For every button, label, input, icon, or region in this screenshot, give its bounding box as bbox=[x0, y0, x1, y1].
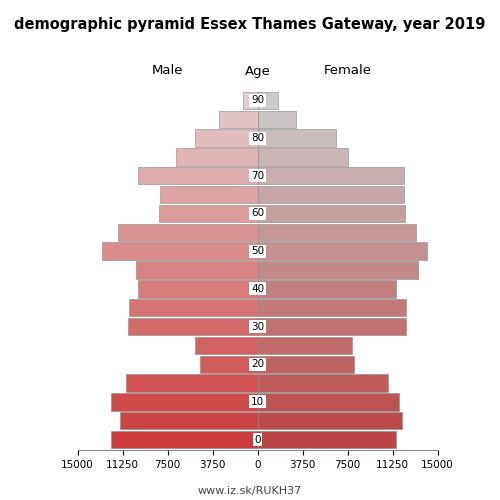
Text: 70: 70 bbox=[251, 171, 264, 181]
Bar bbox=[258, 299, 406, 316]
Text: 60: 60 bbox=[251, 208, 264, 218]
Text: 20: 20 bbox=[251, 359, 264, 369]
Text: 30: 30 bbox=[251, 322, 264, 332]
Bar bbox=[258, 186, 404, 204]
Bar bbox=[258, 110, 296, 128]
Bar bbox=[138, 167, 258, 184]
Bar bbox=[258, 92, 278, 109]
Bar bbox=[258, 148, 348, 166]
Bar bbox=[243, 92, 258, 109]
Text: demographic pyramid Essex Thames Gateway, year 2019: demographic pyramid Essex Thames Gateway… bbox=[14, 18, 486, 32]
Bar bbox=[258, 224, 416, 241]
Bar bbox=[128, 318, 258, 335]
Text: Male: Male bbox=[152, 64, 183, 78]
Bar bbox=[195, 130, 258, 146]
Bar bbox=[126, 374, 258, 392]
Text: Age: Age bbox=[244, 64, 270, 78]
Bar bbox=[129, 299, 258, 316]
Bar bbox=[258, 394, 399, 410]
Bar bbox=[258, 242, 426, 260]
Bar bbox=[258, 167, 404, 184]
Bar bbox=[176, 148, 258, 166]
Bar bbox=[159, 205, 258, 222]
Bar bbox=[160, 186, 258, 204]
Bar bbox=[195, 336, 258, 354]
Text: 0: 0 bbox=[254, 434, 261, 444]
Bar bbox=[102, 242, 258, 260]
Bar bbox=[118, 224, 258, 241]
Text: Female: Female bbox=[324, 64, 372, 78]
Text: 40: 40 bbox=[251, 284, 264, 294]
Bar bbox=[111, 431, 258, 448]
Bar bbox=[219, 110, 258, 128]
Bar bbox=[258, 262, 418, 278]
Text: 80: 80 bbox=[251, 133, 264, 143]
Text: 10: 10 bbox=[251, 397, 264, 407]
Bar bbox=[258, 374, 388, 392]
Text: 50: 50 bbox=[251, 246, 264, 256]
Bar bbox=[258, 280, 396, 297]
Bar bbox=[258, 318, 406, 335]
Text: www.iz.sk/RUKH37: www.iz.sk/RUKH37 bbox=[198, 486, 302, 496]
Bar bbox=[258, 205, 405, 222]
Bar bbox=[258, 336, 352, 354]
Bar bbox=[200, 356, 258, 373]
Bar bbox=[258, 412, 402, 430]
Bar bbox=[136, 262, 258, 278]
Bar bbox=[258, 356, 354, 373]
Bar bbox=[138, 280, 258, 297]
Bar bbox=[111, 394, 258, 410]
Bar bbox=[120, 412, 258, 430]
Text: 90: 90 bbox=[251, 96, 264, 106]
Bar bbox=[258, 130, 336, 146]
Bar bbox=[258, 431, 396, 448]
